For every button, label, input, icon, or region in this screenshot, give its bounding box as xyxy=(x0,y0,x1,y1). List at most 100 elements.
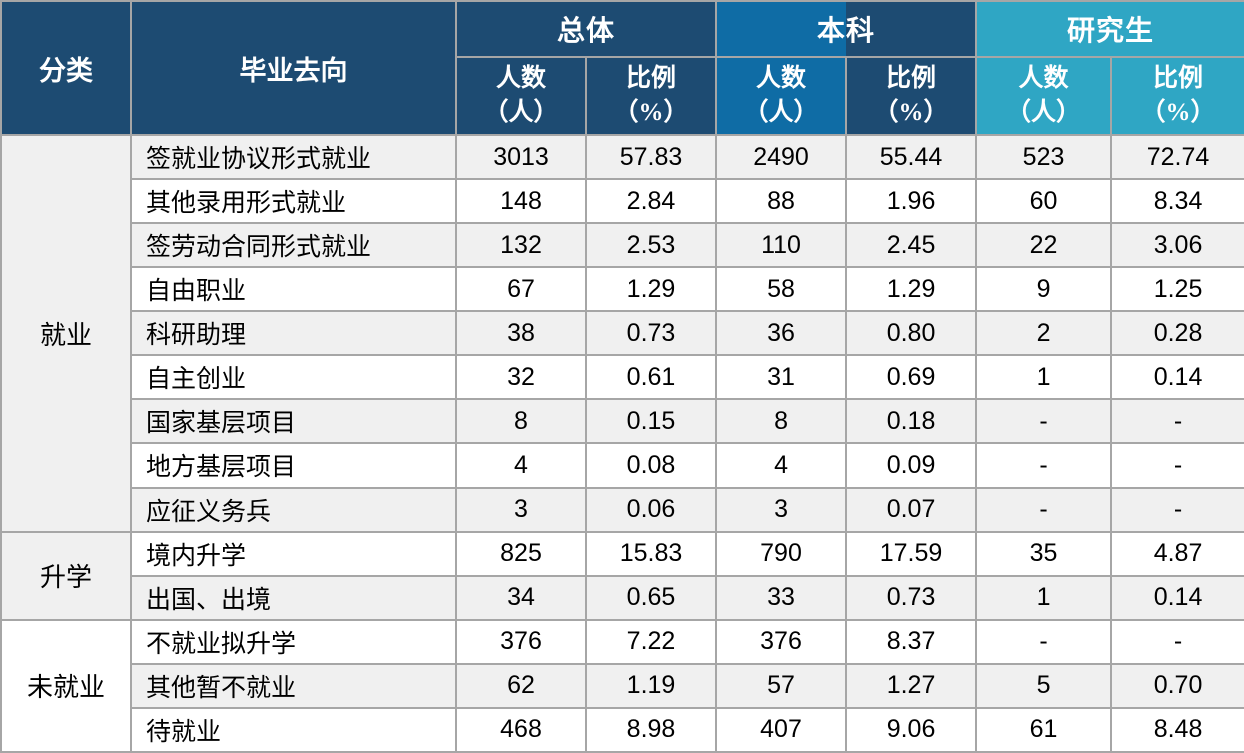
subheader-line: 比例 xyxy=(626,65,677,93)
row-label: 出国、出境 xyxy=(130,574,457,621)
row-label: 境内升学 xyxy=(130,530,457,577)
cell-overall-ratio: 8.98 xyxy=(584,706,718,753)
cell-overall-count: 148 xyxy=(455,178,587,225)
subheader-graduate-ratio: 比例 （%） xyxy=(1110,56,1244,136)
subheader-line: （人） xyxy=(483,99,559,126)
subheader-line: 人数 xyxy=(495,65,546,93)
group-header-overall: 总体 xyxy=(454,0,718,58)
cell-grad-ratio: 4.87 xyxy=(1110,530,1244,577)
cell-overall-count: 468 xyxy=(455,706,587,753)
cell-grad-ratio: 72.74 xyxy=(1110,133,1244,181)
subheader-line: 人数 xyxy=(756,65,807,93)
row-label: 签劳动合同形式就业 xyxy=(130,222,457,269)
cell-undergrad-ratio: 0.80 xyxy=(845,310,978,357)
cell-overall-count: 3013 xyxy=(455,133,587,181)
cell-undergrad-count: 58 xyxy=(715,266,848,313)
cell-undergrad-ratio: 9.06 xyxy=(845,706,978,753)
subheader-line: （%） xyxy=(1140,99,1216,126)
cell-overall-count: 34 xyxy=(455,574,587,621)
cell-undergrad-count: 4 xyxy=(715,442,848,489)
subheader-line: （人） xyxy=(743,99,819,126)
row-label: 不就业拟升学 xyxy=(130,618,457,665)
row-label: 其他暂不就业 xyxy=(130,662,457,709)
table-row: 自由职业 67 1.29 58 1.29 9 1.25 xyxy=(1,266,1244,313)
cell-overall-count: 8 xyxy=(455,398,587,445)
cell-overall-count: 132 xyxy=(455,222,587,269)
cell-grad-ratio: 0.14 xyxy=(1110,354,1244,401)
cell-undergrad-count: 110 xyxy=(715,222,848,269)
table-row: 待就业 468 8.98 407 9.06 61 8.48 xyxy=(1,706,1244,753)
cell-overall-count: 376 xyxy=(455,618,587,665)
cell-undergrad-ratio: 0.18 xyxy=(845,398,978,445)
cell-grad-count: 61 xyxy=(975,706,1113,753)
cell-grad-count: 523 xyxy=(975,133,1113,181)
cell-undergrad-count: 8 xyxy=(715,398,848,445)
cell-overall-ratio: 15.83 xyxy=(584,530,718,577)
cell-overall-ratio: 2.53 xyxy=(584,222,718,269)
cell-grad-count: - xyxy=(975,486,1113,533)
cell-undergrad-ratio: 1.27 xyxy=(845,662,978,709)
subheader-line: （人） xyxy=(1006,99,1082,126)
cell-undergrad-ratio: 8.37 xyxy=(845,618,978,665)
subheader-line: 比例 xyxy=(1153,65,1204,93)
row-label: 自主创业 xyxy=(130,354,457,401)
subheader-line: 比例 xyxy=(886,65,937,93)
category-cell-unemployed: 未就业 xyxy=(0,618,132,753)
subheader-undergrad-ratio: 比例 （%） xyxy=(845,56,978,136)
cell-grad-count: - xyxy=(975,618,1113,665)
cell-overall-count: 32 xyxy=(455,354,587,401)
category-cell-employment: 就业 xyxy=(0,134,132,533)
cell-grad-count: - xyxy=(975,442,1113,489)
cell-overall-ratio: 0.15 xyxy=(584,398,718,445)
cell-undergrad-ratio: 55.44 xyxy=(845,133,978,181)
cell-overall-ratio: 0.08 xyxy=(584,442,718,489)
row-label: 其他录用形式就业 xyxy=(130,178,457,225)
cell-undergrad-ratio: 1.96 xyxy=(845,178,978,225)
cell-overall-ratio: 1.19 xyxy=(584,662,718,709)
cell-grad-ratio: 3.06 xyxy=(1110,222,1244,269)
row-label: 自由职业 xyxy=(130,266,457,313)
cell-overall-ratio: 0.65 xyxy=(584,574,718,621)
row-label: 地方基层项目 xyxy=(130,442,457,489)
subheader-overall-ratio: 比例 （%） xyxy=(584,56,718,136)
row-label: 国家基层项目 xyxy=(130,398,457,445)
group-header-undergraduate: 本科 xyxy=(715,0,978,58)
cell-overall-count: 3 xyxy=(455,486,587,533)
header-destination: 毕业去向 xyxy=(130,0,457,136)
cell-undergrad-ratio: 17.59 xyxy=(845,530,978,577)
cell-grad-ratio: - xyxy=(1110,398,1244,445)
cell-overall-ratio: 1.29 xyxy=(584,266,718,313)
cell-grad-count: 1 xyxy=(975,574,1113,621)
row-label: 科研助理 xyxy=(130,310,457,357)
cell-undergrad-count: 3 xyxy=(715,486,848,533)
cell-grad-ratio: - xyxy=(1110,442,1244,489)
cell-undergrad-ratio: 0.09 xyxy=(845,442,978,489)
group-header-graduate: 研究生 xyxy=(975,0,1244,58)
table-row: 其他录用形式就业 148 2.84 88 1.96 60 8.34 xyxy=(1,178,1244,225)
subheader-overall-count: 人数 （人） xyxy=(455,56,587,136)
subheader-graduate-count: 人数 （人） xyxy=(975,56,1113,136)
cell-overall-count: 38 xyxy=(455,310,587,357)
cell-grad-ratio: 1.25 xyxy=(1110,266,1244,313)
table-row: 科研助理 38 0.73 36 0.80 2 0.28 xyxy=(1,310,1244,357)
cell-undergrad-count: 376 xyxy=(715,618,848,665)
cell-undergrad-count: 31 xyxy=(715,354,848,401)
cell-undergrad-count: 2490 xyxy=(715,133,848,181)
cell-grad-count: 2 xyxy=(975,310,1113,357)
cell-undergrad-ratio: 2.45 xyxy=(845,222,978,269)
cell-grad-ratio: 0.14 xyxy=(1110,574,1244,621)
cell-undergrad-count: 88 xyxy=(715,178,848,225)
cell-undergrad-ratio: 0.73 xyxy=(845,574,978,621)
cell-grad-count: 5 xyxy=(975,662,1113,709)
cell-undergrad-count: 407 xyxy=(715,706,848,753)
cell-overall-ratio: 2.84 xyxy=(584,178,718,225)
cell-grad-count: 9 xyxy=(975,266,1113,313)
row-label: 签就业协议形式就业 xyxy=(130,133,457,181)
cell-grad-ratio: - xyxy=(1110,486,1244,533)
subheader-line: （%） xyxy=(873,99,949,126)
table-row: 其他暂不就业 62 1.19 57 1.27 5 0.70 xyxy=(1,662,1244,709)
cell-grad-ratio: 0.70 xyxy=(1110,662,1244,709)
cell-grad-count: 22 xyxy=(975,222,1113,269)
cell-overall-count: 67 xyxy=(455,266,587,313)
cell-grad-count: 60 xyxy=(975,178,1113,225)
